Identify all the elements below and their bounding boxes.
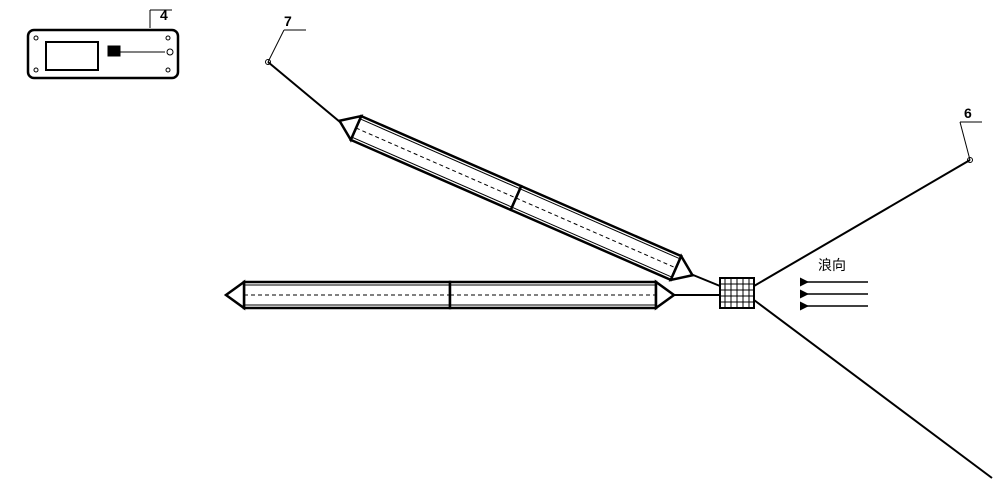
label-device-box: 4 [160, 7, 168, 23]
junction-box [720, 278, 754, 308]
wave-direction: 浪向 [806, 257, 868, 306]
float-horizontal [226, 282, 674, 308]
cable-upper-left: 7 [266, 13, 341, 122]
label-line-short: 7 [284, 13, 292, 29]
device-box: 4 [28, 7, 178, 78]
mooring-lines-right: 6 [754, 105, 992, 478]
wave-direction-label: 浪向 [818, 257, 846, 273]
label-line-long: 6 [964, 105, 972, 121]
float-diagonal [340, 116, 693, 280]
